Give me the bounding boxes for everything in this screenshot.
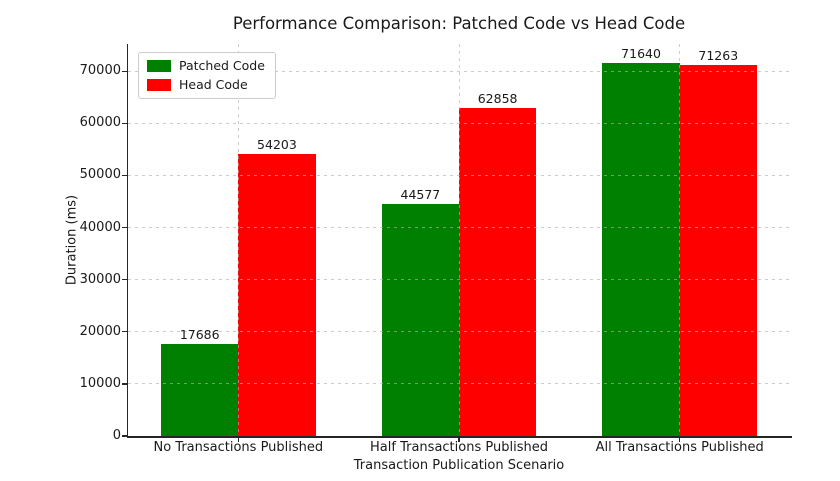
plot-area: Patched Code Head Code: [128, 44, 790, 436]
bar-value-label: 71263: [698, 47, 739, 63]
head-code-swatch-icon: [147, 79, 171, 91]
y-tick-label: 40000: [79, 219, 121, 235]
y-tick-label: 50000: [79, 167, 121, 183]
patched-code-swatch-icon: [147, 60, 171, 72]
bar-value-label: 71640: [621, 45, 661, 61]
legend-label: Head Code: [179, 77, 248, 92]
legend: Patched Code Head Code: [138, 52, 276, 99]
legend-entry-head-code: Head Code: [147, 78, 265, 92]
y-tick-label: 60000: [79, 115, 121, 131]
x-tick-mark: [237, 437, 240, 442]
y-tick-mark: [122, 70, 127, 72]
legend-label: Patched Code: [179, 58, 265, 73]
x-tick-mark: [679, 437, 681, 442]
bar-value-label: 44577: [400, 186, 441, 202]
x-tick-label: Half Transactions Published: [370, 440, 548, 455]
bar-value-label: 54203: [257, 136, 297, 152]
bar-value-label: 62858: [477, 91, 518, 107]
y-axis-spine: [126, 44, 128, 438]
bar-head-code: [238, 153, 316, 436]
x-axis-spine: [126, 436, 792, 438]
y-tick-mark: [122, 226, 127, 229]
y-tick-label: 30000: [79, 271, 121, 287]
bar-patched-code: [161, 343, 239, 436]
y-tick-mark: [122, 383, 127, 385]
bar-patched-code: [602, 62, 680, 436]
bar-head-code: [679, 64, 757, 436]
y-tick-mark: [122, 122, 127, 125]
y-tick-label: 70000: [79, 63, 121, 79]
bar-patched-code: [381, 203, 459, 436]
y-axis-label: Duration (ms): [64, 194, 80, 286]
y-tick-label: 20000: [79, 323, 121, 339]
x-axis-label: Transaction Publication Scenario: [353, 458, 565, 473]
legend-entry-patched-code: Patched Code: [147, 59, 265, 73]
y-tick-mark: [122, 331, 127, 333]
y-tick-label: 10000: [79, 375, 121, 391]
y-tick-mark: [122, 435, 127, 437]
bar-value-label: 17686: [179, 326, 220, 342]
x-gridline: [458, 44, 460, 436]
bar-head-code: [459, 108, 537, 436]
x-tick-label: All Transactions Published: [595, 440, 764, 455]
y-tick-mark: [122, 174, 127, 177]
x-gridline: [237, 44, 239, 436]
chart-title: Performance Comparison: Patched Code vs …: [232, 14, 686, 33]
y-tick-label: 0: [112, 428, 121, 443]
x-gridline: [679, 44, 681, 436]
x-tick-mark: [458, 437, 460, 442]
y-tick-mark: [122, 279, 127, 281]
x-tick-label: No Transactions Published: [153, 440, 324, 455]
